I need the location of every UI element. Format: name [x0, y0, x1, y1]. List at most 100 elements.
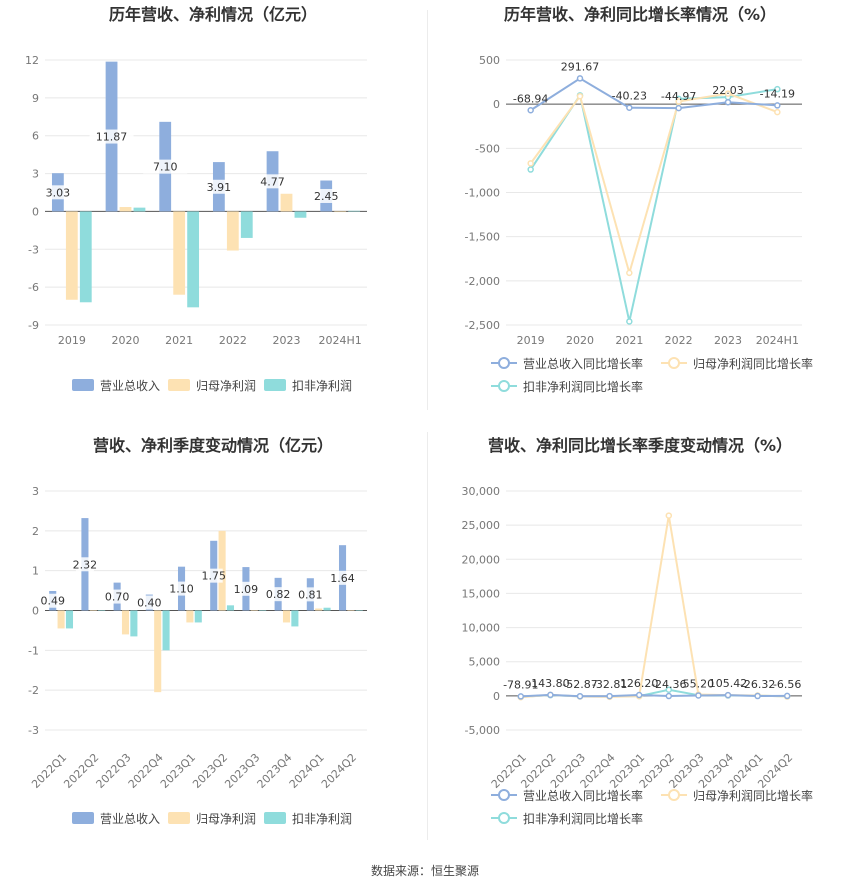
bar-deducted-profit: [240, 211, 253, 238]
bar-net-profit: [250, 610, 258, 611]
y-tick-label: -2,000: [465, 275, 500, 288]
bar-net-profit: [282, 610, 291, 623]
data-label-bg: [75, 557, 94, 572]
legend-label: 归母净利润同比增长率: [693, 356, 813, 371]
bar-deducted-profit: [323, 607, 331, 611]
y-tick-label: 15,000: [462, 587, 501, 600]
panel-divider-top: [427, 10, 428, 410]
point-revenue-growth: [774, 102, 781, 109]
bar-deducted-profit: [65, 610, 74, 629]
y-tick-label: -3: [28, 724, 39, 737]
bar-net-profit: [347, 610, 355, 611]
bar-deducted-profit: [98, 610, 106, 611]
bar-deducted-profit: [226, 605, 235, 611]
x-tick-label: 2024H1: [319, 334, 362, 347]
legend-swatch-marker: [498, 357, 510, 369]
data-label-bg: [250, 174, 295, 189]
bar-net-profit: [154, 610, 162, 693]
y-tick-label: 0: [32, 205, 39, 218]
y-tick-label: 0: [493, 98, 500, 111]
y-tick-label: 0: [32, 605, 39, 618]
legend-label: 归母净利润: [196, 812, 256, 826]
bar-net-profit: [173, 211, 186, 295]
y-tick-label: 3: [32, 168, 39, 181]
data-label: 2.45: [314, 190, 339, 203]
bar-deducted-profit: [79, 211, 92, 303]
series-line-net-profit-growth: [520, 515, 788, 699]
point-revenue-growth: [724, 98, 732, 106]
y-tick-label: 30,000: [462, 485, 501, 498]
y-tick-label: 2: [32, 525, 39, 538]
data-label: 0.82: [266, 588, 291, 601]
y-tick-label: -1,500: [465, 231, 500, 244]
bar-net-profit: [226, 211, 239, 251]
legend-label: 扣非净利润: [292, 379, 352, 393]
data-label: -24.36: [651, 678, 686, 691]
x-tick-label: 2021: [165, 334, 193, 347]
bar-net-profit: [89, 610, 97, 611]
data-label: -44.97: [661, 90, 696, 103]
point-revenue-growth: [626, 104, 633, 111]
y-tick-label: 5,000: [469, 656, 501, 669]
y-tick-label: 20,000: [462, 553, 501, 566]
data-label: 1.09: [234, 583, 259, 596]
legend-swatch-marker: [498, 812, 510, 824]
point-revenue-growth: [783, 692, 791, 700]
data-label: 0.49: [40, 595, 65, 608]
bar-net-profit: [315, 608, 323, 611]
data-label: -26.32: [740, 678, 775, 691]
point-deducted-profit-growth: [665, 686, 673, 693]
legend-swatch-marker: [668, 357, 680, 369]
data-label: 7.10: [153, 161, 178, 174]
point-net-profit-growth: [724, 90, 732, 97]
chart-title: 历年营收、净利情况（亿元）: [109, 5, 317, 24]
legend-swatch-marker: [668, 789, 680, 801]
series-line-revenue-growth: [520, 693, 788, 698]
y-tick-label: -2: [28, 684, 39, 697]
y-tick-label: -500: [475, 142, 500, 155]
y-tick-label: 6: [32, 130, 39, 143]
y-tick-label: 0: [493, 690, 500, 703]
data-label: 143.80: [531, 677, 570, 690]
chart-annual-growth: 历年营收、净利同比增长率情况（%） 500 0 -500 -1,000 -1,500 -2,…: [465, 5, 813, 394]
x-tick-label: 2019: [517, 334, 545, 347]
x-tick-label: 2022: [665, 334, 693, 347]
point-net-profit-growth: [675, 98, 682, 105]
point-net-profit-growth: [774, 108, 781, 116]
data-label-bg: [304, 188, 349, 203]
point-revenue-growth: [754, 692, 761, 700]
point-net-profit-growth: [576, 92, 584, 100]
bar-deducted-profit: [162, 610, 170, 651]
x-tick-label: 2021: [615, 334, 643, 347]
data-label: -32.81: [592, 678, 627, 691]
bar-deducted-profit: [259, 610, 267, 611]
x-tick-label: 2020: [566, 334, 594, 347]
data-label: 22.03: [712, 84, 744, 97]
chart-title: 营收、净利同比增长率季度变动情况（%）: [488, 436, 792, 455]
data-label-bg: [236, 581, 255, 596]
x-tick-label: 2023: [714, 334, 742, 347]
point-revenue-growth: [576, 75, 584, 82]
point-revenue-growth: [606, 692, 613, 700]
bar-net-profit: [121, 610, 130, 635]
legend-label: 扣非净利润同比增长率: [523, 379, 643, 394]
bar-deducted-profit: [194, 610, 202, 623]
data-label: 1.64: [330, 572, 355, 585]
y-tick-label: 9: [32, 92, 39, 105]
data-label: -78.91: [503, 678, 538, 691]
y-tick-label: -9: [28, 319, 39, 332]
data-label: -14.19: [760, 87, 795, 100]
y-tick-label: -6: [28, 281, 39, 294]
data-label-bg: [108, 589, 127, 604]
x-tick-label: 2023: [273, 334, 301, 347]
y-tick-label: -1,000: [465, 187, 500, 200]
point-net-profit-growth: [527, 160, 534, 167]
legend-swatch: [168, 379, 190, 391]
x-tick-label: 2019: [58, 334, 86, 347]
bar-deducted-profit: [355, 610, 363, 611]
bar-net-profit: [57, 610, 65, 629]
point-net-profit-growth: [665, 512, 673, 519]
x-tick-label: 2020: [112, 334, 140, 347]
legend-label: 扣非净利润: [292, 812, 352, 826]
data-label-bg: [333, 570, 352, 585]
